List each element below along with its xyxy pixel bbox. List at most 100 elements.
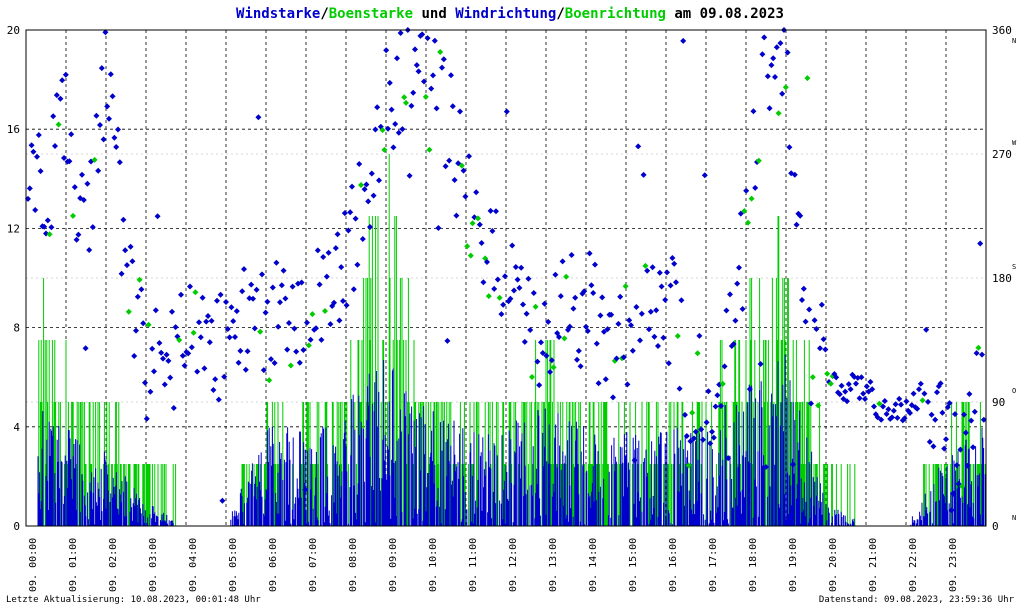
wind-direction-point bbox=[397, 30, 404, 36]
wind-direction-point bbox=[71, 184, 78, 191]
wind-direction-point bbox=[264, 298, 271, 305]
wind-direction-point bbox=[332, 245, 339, 252]
wind-direction-point bbox=[892, 401, 899, 408]
wind-direction-point bbox=[856, 395, 863, 402]
wind-direction-point bbox=[903, 398, 910, 405]
wind-direction-point bbox=[901, 415, 908, 422]
wind-direction-point bbox=[318, 336, 325, 343]
wind-direction-point bbox=[320, 254, 327, 260]
wind-direction-point bbox=[838, 382, 845, 389]
wind-direction-point bbox=[593, 340, 600, 347]
wind-direction-point bbox=[368, 170, 375, 177]
wind-direction-point bbox=[140, 320, 147, 327]
direction-letter-label: S bbox=[1012, 263, 1016, 271]
wind-direction-point bbox=[347, 209, 354, 216]
y-right-tick-label: 180 bbox=[992, 272, 1012, 285]
wind-direction-point bbox=[86, 247, 93, 253]
wind-direction-point bbox=[372, 126, 379, 133]
wind-direction-point bbox=[817, 345, 823, 352]
wind-direction-point bbox=[512, 264, 519, 270]
wind-direction-point bbox=[462, 193, 469, 200]
wind-direction-point bbox=[307, 336, 314, 343]
wind-direction-point bbox=[665, 360, 672, 367]
wind-direction-point bbox=[761, 34, 768, 41]
wind-direction-point bbox=[673, 279, 679, 286]
wind-direction-point bbox=[138, 286, 145, 293]
x-tick-label: 09. 10:00 bbox=[428, 538, 439, 592]
wind-direction-point bbox=[449, 103, 456, 110]
gust-direction-point bbox=[55, 121, 62, 128]
wind-direction-point bbox=[525, 275, 532, 282]
wind-direction-point bbox=[957, 446, 964, 453]
gust-direction-point bbox=[496, 294, 503, 301]
wind-direction-point bbox=[271, 360, 278, 366]
wind-direction-point bbox=[394, 55, 400, 62]
x-tick-label: 09. 05:00 bbox=[228, 538, 239, 592]
wind-direction-point bbox=[968, 417, 975, 424]
wind-direction-point bbox=[507, 295, 514, 302]
wind-direction-point bbox=[424, 35, 431, 42]
gust-direction-point bbox=[46, 231, 53, 238]
wind-direction-point bbox=[750, 108, 757, 115]
wind-direction-point bbox=[93, 112, 100, 119]
wind-direction-point bbox=[502, 273, 508, 280]
wind-direction-point bbox=[410, 89, 417, 96]
x-tick-label: 09. 08:00 bbox=[348, 538, 359, 592]
title-part-3: und bbox=[413, 6, 455, 22]
y-left-tick-label: 20 bbox=[7, 24, 20, 37]
wind-direction-point bbox=[30, 148, 37, 155]
wind-direction-point bbox=[707, 440, 714, 447]
wind-direction-point bbox=[790, 461, 796, 468]
wind-direction-point bbox=[413, 62, 420, 69]
gust-direction-point bbox=[426, 146, 433, 153]
gust-direction-point bbox=[322, 308, 328, 314]
x-tick-label: 09. 03:00 bbox=[148, 538, 159, 592]
x-tick-label: 09. 11:00 bbox=[468, 538, 479, 592]
wind-speed-series bbox=[37, 354, 986, 526]
wind-direction-point bbox=[757, 361, 764, 367]
wind-direction-point bbox=[793, 221, 800, 228]
gust-direction-point bbox=[305, 342, 312, 349]
gust-direction-point bbox=[959, 483, 966, 490]
wind-direction-point bbox=[376, 177, 382, 184]
wind-direction-point bbox=[228, 304, 235, 311]
direction-letter-label: N bbox=[1012, 37, 1016, 45]
wind-direction-point bbox=[440, 56, 447, 63]
wind-direction-point bbox=[509, 242, 516, 249]
gust-direction-point bbox=[403, 99, 409, 106]
wind-direction-point bbox=[667, 282, 674, 289]
wind-direction-point bbox=[359, 236, 366, 242]
wind-direction-point bbox=[149, 345, 156, 352]
wind-direction-point bbox=[806, 306, 813, 313]
wind-direction-point bbox=[712, 403, 719, 410]
wind-direction-point bbox=[133, 327, 139, 334]
wind-direction-point bbox=[768, 62, 775, 69]
wind-direction-point bbox=[142, 379, 148, 386]
wind-direction-point bbox=[971, 408, 978, 415]
gust-direction-point bbox=[266, 377, 273, 384]
grid-lines bbox=[26, 30, 986, 526]
wind-direction-point bbox=[237, 347, 244, 354]
wind-direction-point bbox=[937, 380, 944, 387]
wind-direction-point bbox=[390, 144, 397, 151]
wind-direction-point bbox=[964, 462, 971, 469]
x-tick-label: 09. 06:00 bbox=[268, 538, 279, 592]
y-right-tick-label: 90 bbox=[992, 396, 1005, 409]
wind-direction-point bbox=[923, 326, 930, 333]
wind-direction-point bbox=[120, 216, 127, 223]
wind-direction-point bbox=[880, 403, 886, 410]
wind-direction-point bbox=[705, 388, 712, 395]
wind-direction-point bbox=[943, 436, 949, 443]
wind-direction-point bbox=[950, 490, 957, 497]
wind-direction-point bbox=[127, 243, 134, 250]
wind-bars bbox=[37, 354, 986, 526]
wind-direction-point bbox=[302, 486, 309, 493]
wind-direction-point bbox=[575, 347, 582, 354]
wind-direction-point bbox=[275, 323, 282, 330]
wind-direction-point bbox=[503, 108, 510, 115]
wind-direction-point bbox=[557, 293, 564, 300]
wind-direction-point bbox=[374, 104, 381, 111]
wind-direction-point bbox=[44, 217, 51, 224]
x-tick-label: 09. 02:00 bbox=[108, 538, 119, 592]
x-tick-label: 09. 21:00 bbox=[868, 538, 879, 592]
